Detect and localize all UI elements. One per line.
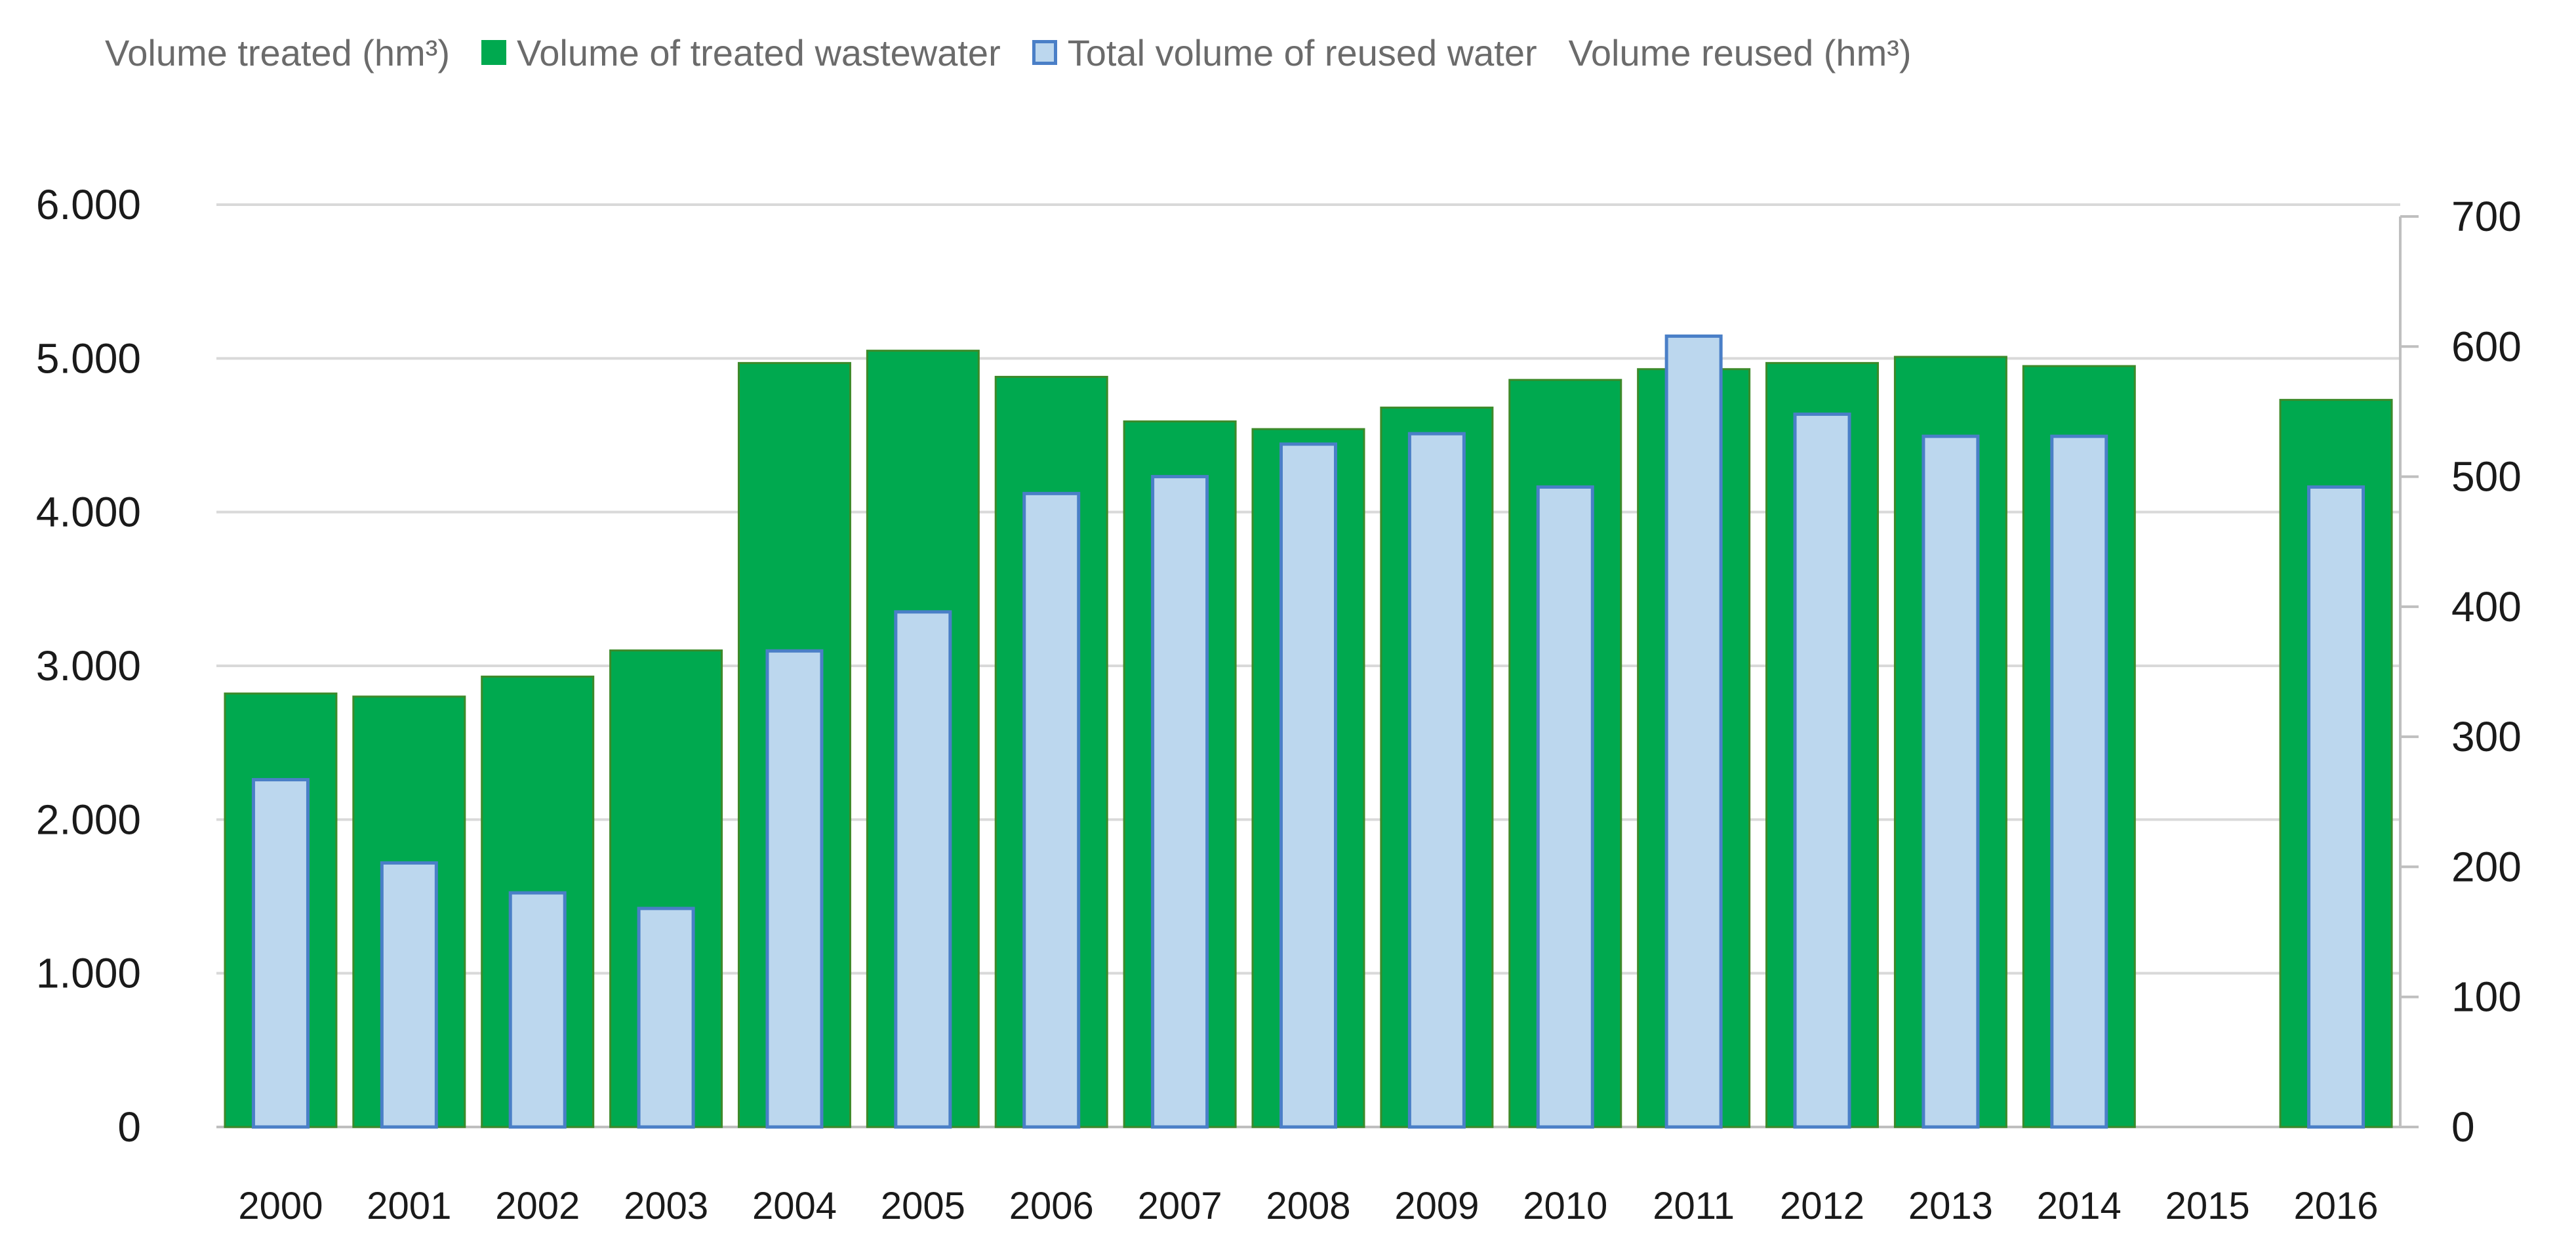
- x-axis-label-2006: 2006: [1009, 1185, 1094, 1227]
- bar-reused-2010: [1536, 485, 1594, 1129]
- legend-label-volume-reused: Volume reused (hm³): [1568, 31, 1912, 73]
- legend-item-volume-reused: Volume reused (hm³): [1569, 31, 1912, 74]
- x-axis-label-2001: 2001: [367, 1185, 451, 1227]
- legend-label-reused-water: Total volume of reused water: [1067, 31, 1537, 73]
- legend-item-reused-water: Total volume of reused water: [1032, 31, 1537, 74]
- right-axis-tick-3: 300: [2451, 713, 2522, 760]
- bar-reused-2002: [508, 891, 567, 1129]
- bar-reused-2009: [1407, 432, 1466, 1129]
- left-axis-tick-5: 5.000: [36, 335, 141, 382]
- left-axis-tick-6: 6.000: [36, 181, 141, 228]
- chart-legend: Volume treated (hm³) Volume of treated w…: [105, 26, 1943, 79]
- right-axis-tick-7: 700: [2451, 193, 2522, 240]
- right-axis-tick-0: 0: [2451, 1103, 2475, 1151]
- left-axis-tick-1: 1.000: [36, 950, 141, 997]
- x-axis-label-2010: 2010: [1523, 1185, 1607, 1227]
- legend-label-volume-treated: Volume treated (hm³): [105, 31, 450, 73]
- x-axis-label-2016: 2016: [2294, 1185, 2379, 1227]
- bar-reused-2007: [1151, 475, 1209, 1129]
- x-axis-label-2014: 2014: [2037, 1185, 2122, 1227]
- x-axis-label-2015: 2015: [2165, 1185, 2250, 1227]
- bar-reused-2003: [637, 907, 695, 1129]
- x-axis-label-2013: 2013: [1908, 1185, 1993, 1227]
- x-axis-label-2007: 2007: [1138, 1185, 1222, 1227]
- x-axis-label-2004: 2004: [752, 1185, 837, 1227]
- bar-reused-2016: [2307, 485, 2365, 1129]
- x-axis-label-2000: 2000: [238, 1185, 323, 1227]
- left-axis-tick-0: 0: [117, 1103, 141, 1151]
- bar-reused-2001: [380, 861, 438, 1129]
- x-axis-label-2003: 2003: [624, 1185, 708, 1227]
- right-axis-tick-2: 200: [2451, 843, 2522, 890]
- legend-swatch-green: [481, 40, 506, 65]
- bar-reused-2005: [894, 610, 952, 1129]
- bar-reused-2004: [765, 649, 824, 1129]
- legend-item-volume-treated: Volume treated (hm³): [105, 31, 450, 74]
- legend-swatch-blue: [1032, 40, 1057, 65]
- x-axis-label-2011: 2011: [1653, 1185, 1735, 1227]
- bar-reused-2014: [2050, 434, 2108, 1129]
- x-axis-label-2008: 2008: [1266, 1185, 1350, 1227]
- bar-reused-2006: [1022, 491, 1081, 1129]
- right-axis-tick-1: 100: [2451, 973, 2522, 1021]
- bar-reused-2012: [1793, 412, 1851, 1129]
- bar-reused-2008: [1279, 442, 1337, 1129]
- x-axis-label-2002: 2002: [495, 1185, 580, 1227]
- legend-item-treated-wastewater: Volume of treated wastewater: [481, 31, 1001, 74]
- bar-reused-2011: [1664, 334, 1723, 1129]
- right-axis-tick-4: 400: [2451, 583, 2522, 630]
- left-axis-tick-4: 4.000: [36, 489, 141, 536]
- right-axis-tick-6: 600: [2451, 323, 2522, 370]
- left-axis-tick-2: 2.000: [36, 796, 141, 843]
- x-axis-label-2009: 2009: [1394, 1185, 1479, 1227]
- bar-reused-2013: [1922, 434, 1980, 1129]
- legend-label-treated-wastewater: Volume of treated wastewater: [516, 31, 1001, 73]
- x-axis-label-2005: 2005: [881, 1185, 965, 1227]
- bar-reused-2000: [251, 778, 310, 1129]
- right-axis-tick-5: 500: [2451, 453, 2522, 501]
- x-axis-label-2012: 2012: [1780, 1185, 1864, 1227]
- left-axis-tick-3: 3.000: [36, 642, 141, 689]
